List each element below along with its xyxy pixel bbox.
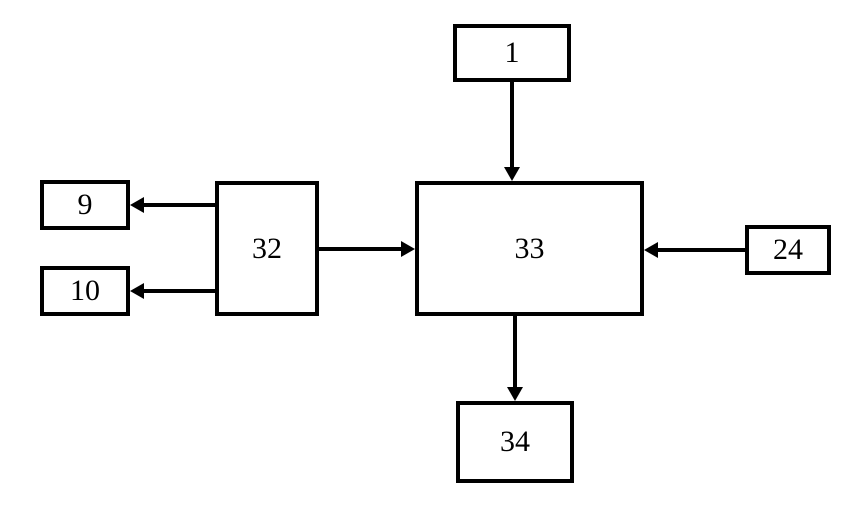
node-1: 1 xyxy=(453,24,571,82)
edge-32-10-line xyxy=(144,289,215,293)
node-24: 24 xyxy=(745,225,831,275)
node-10: 10 xyxy=(40,266,130,316)
edge-24-33-head xyxy=(644,242,658,258)
node-34: 34 xyxy=(456,401,574,483)
node-9-label: 9 xyxy=(78,188,93,222)
node-34-label: 34 xyxy=(500,425,530,459)
edge-32-33-line xyxy=(319,247,401,251)
edge-33-34-head xyxy=(507,387,523,401)
edge-32-10-head xyxy=(130,283,144,299)
node-33-label: 33 xyxy=(515,232,545,266)
edge-24-33-line xyxy=(658,248,745,252)
edge-32-33-head xyxy=(401,241,415,257)
node-32-label: 32 xyxy=(252,232,282,266)
edge-32-9-line xyxy=(144,203,215,207)
edge-1-33-head xyxy=(504,167,520,181)
edge-33-34-line xyxy=(513,316,517,387)
edge-32-9-head xyxy=(130,197,144,213)
node-9: 9 xyxy=(40,180,130,230)
node-10-label: 10 xyxy=(70,274,100,308)
edge-1-33-line xyxy=(510,82,514,167)
node-1-label: 1 xyxy=(505,36,520,70)
node-24-label: 24 xyxy=(773,233,803,267)
node-32: 32 xyxy=(215,181,319,316)
node-33: 33 xyxy=(415,181,644,316)
